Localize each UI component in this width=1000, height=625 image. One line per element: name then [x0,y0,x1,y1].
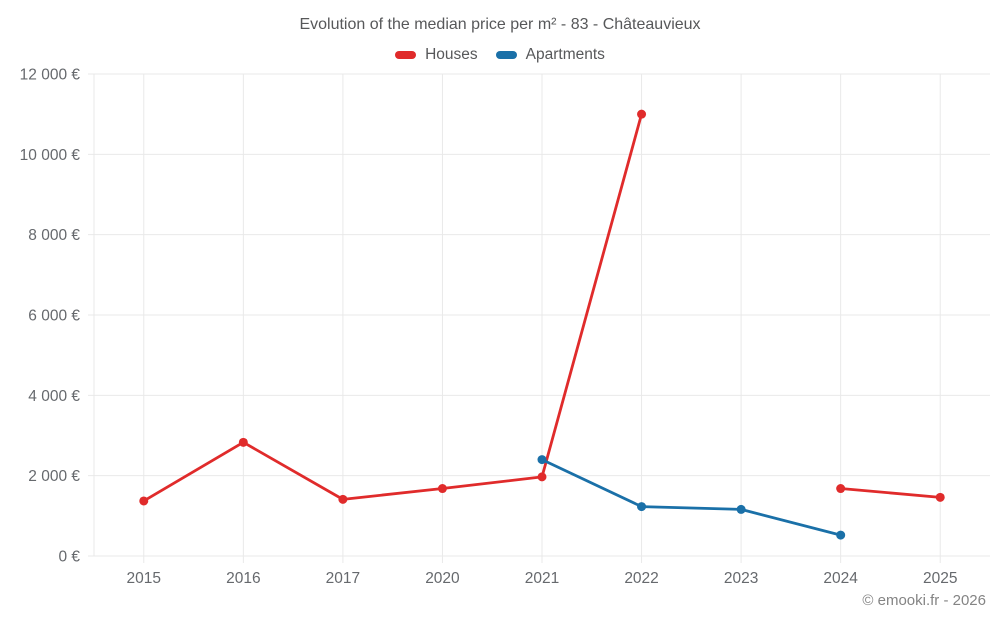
y-tick-label: 2 000 € [28,468,80,485]
data-point-houses-2016[interactable] [238,437,248,447]
legend-item-apartments[interactable]: Apartments [495,46,605,64]
data-point-houses-2025[interactable] [935,492,945,502]
data-point-houses-2017[interactable] [338,494,348,504]
data-point-houses-2022[interactable] [637,109,647,119]
series-line-apartments [540,458,843,537]
legend-label-houses: Houses [425,46,478,63]
chart-legend: Houses Apartments [0,46,1000,64]
data-point-apartments-2022[interactable] [637,502,647,512]
data-point-apartments-2024[interactable] [836,530,846,540]
legend-swatch-apartments [495,51,517,59]
chart-title: Evolution of the median price per m² - 8… [299,16,701,33]
legend-item-houses[interactable]: Houses [395,46,478,64]
data-point-apartments-2021[interactable] [537,455,547,465]
data-point-houses-2015[interactable] [139,496,149,506]
series-line-houses [839,487,942,499]
y-tick-label: 8 000 € [28,227,80,244]
data-point-houses-2020[interactable] [437,484,447,494]
x-tick-label: 2015 [127,570,161,587]
y-tick-label: 12 000 € [20,67,81,84]
x-tick-label: 2017 [326,570,360,587]
data-point-houses-2021[interactable] [537,472,547,482]
legend-swatch-houses [395,51,417,59]
data-point-houses-2024[interactable] [836,484,846,494]
x-tick-label: 2025 [923,570,957,587]
x-tick-label: 2022 [624,570,658,587]
data-point-apartments-2023[interactable] [736,504,746,514]
x-tick-label: 2024 [823,570,858,587]
series-line-houses [142,112,643,503]
y-tick-label: 0 € [58,549,80,566]
x-tick-label: 2021 [525,570,559,587]
y-tick-label: 10 000 € [20,147,81,164]
x-tick-label: 2023 [724,570,758,587]
y-tick-label: 4 000 € [28,388,80,405]
attribution: © emooki.fr - 2026 [862,592,986,609]
legend-label-apartments: Apartments [525,46,605,63]
x-tick-label: 2016 [226,570,260,587]
y-tick-label: 6 000 € [28,308,80,325]
x-tick-label: 2020 [425,570,460,587]
